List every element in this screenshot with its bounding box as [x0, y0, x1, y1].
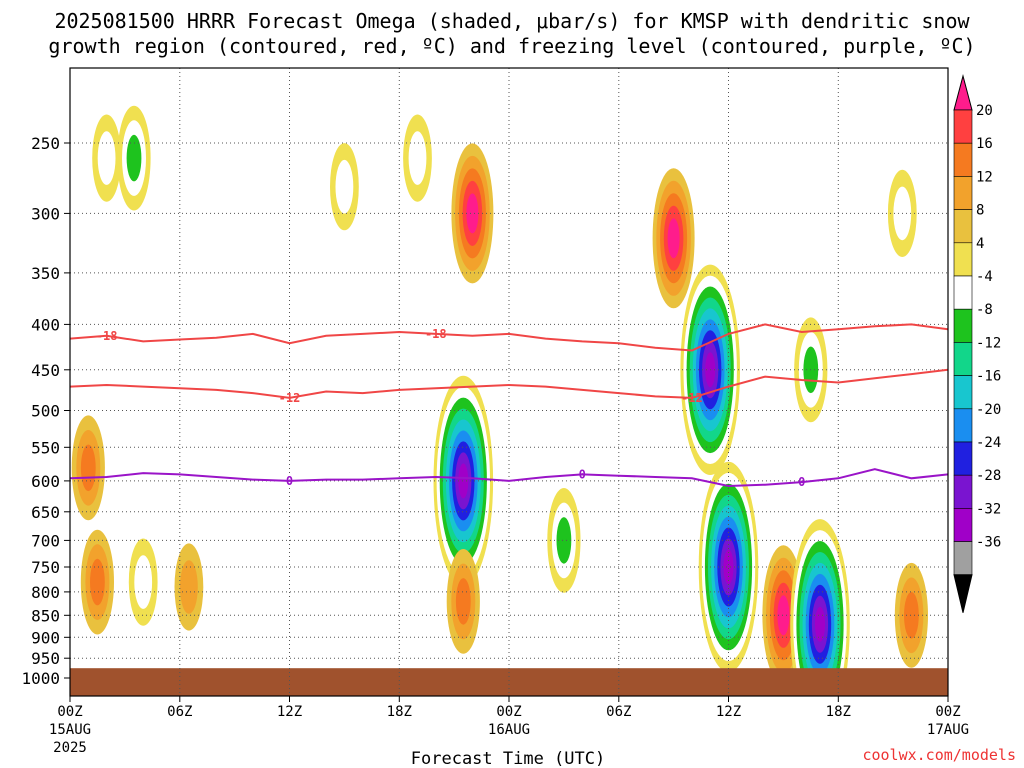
colorbar-segment — [953, 308, 973, 343]
colorbar-segment — [953, 176, 973, 210]
y-tick-label: 650 — [31, 503, 60, 522]
y-tick-label: 900 — [31, 628, 60, 647]
colorbar-segment — [953, 242, 973, 277]
x-tick-date: 16AUG — [488, 722, 530, 738]
omega-cell — [90, 558, 105, 606]
temperature-contours: -18 -18 -12 -12 0 0 0 — [70, 323, 948, 489]
colorbar-segment — [953, 375, 973, 410]
omega-cell — [180, 560, 198, 614]
colorbar-segment — [953, 142, 973, 177]
omega-cell — [80, 444, 96, 492]
chart-title-line1: 2025081500 HRRR Forecast Omega (shaded, … — [54, 9, 970, 33]
omega-cell — [408, 131, 427, 185]
x-tick-label: 06Z — [606, 704, 631, 720]
dendritic-contour-minus12-label: -12 — [681, 391, 703, 405]
colorbar-segment — [953, 474, 973, 509]
omega-cell — [466, 193, 479, 234]
omega-cell — [335, 159, 354, 214]
colorbar-label: -8 — [976, 302, 993, 318]
y-tick-label: 250 — [31, 134, 60, 153]
grid-lines — [70, 68, 948, 696]
y-tick-label: 700 — [31, 531, 60, 550]
dendritic-contour-minus18 — [70, 323, 948, 352]
y-axis-ticks: 250 300 350 400 450 500 550 600 650 700 750 800 850 9… — [21, 134, 70, 688]
colorbar-segment — [953, 408, 973, 443]
freezing-level-contour — [70, 468, 948, 488]
colorbar-segment — [953, 342, 973, 376]
y-tick-label: 400 — [31, 315, 60, 334]
colorbar-label: -24 — [976, 435, 1001, 451]
freezing-level-contour-label: 0 — [579, 467, 586, 481]
x-tick-label: 00Z — [496, 704, 521, 720]
colorbar-label: -16 — [976, 369, 1001, 385]
colorbar-segment — [953, 109, 973, 144]
freezing-level-contour-label: 0 — [286, 474, 293, 488]
dendritic-contour-minus12 — [70, 368, 948, 399]
y-tick-label: 750 — [31, 558, 60, 577]
x-tick-label: 18Z — [387, 704, 412, 720]
chart-title-line2: growth region (contoured, red, ºC) and f… — [48, 34, 975, 58]
colorbar-label: -20 — [976, 402, 1001, 418]
y-tick-label: 950 — [31, 649, 60, 668]
colorbar-segment — [953, 541, 973, 576]
colorbar-label: -32 — [976, 501, 1001, 517]
y-tick-label: 300 — [31, 204, 60, 223]
y-tick-label: 850 — [31, 606, 60, 625]
y-tick-label: 500 — [31, 402, 60, 421]
omega-cell — [667, 218, 680, 259]
x-axis-ticks: 00Z 15AUG 2025 06Z 12Z 18Z 00Z 16AUG 06Z 12Z 18Z 00… — [49, 696, 969, 756]
x-tick-year: 2025 — [53, 740, 87, 756]
omega-cell — [126, 134, 142, 182]
freezing-level-contour-label: 0 — [798, 475, 805, 489]
x-tick-date: 17AUG — [927, 722, 969, 738]
omega-cell — [134, 555, 153, 609]
omega-cell — [556, 517, 572, 564]
y-tick-label: 800 — [31, 583, 60, 602]
omega-cell — [455, 578, 471, 625]
y-tick-label: 450 — [31, 361, 60, 380]
y-tick-label: 550 — [31, 438, 60, 457]
omega-cell — [777, 595, 790, 636]
omega-cell — [815, 606, 825, 642]
colorbar: 20 16 12 8 4 -4 -8 -12 -16 -20 -24 -28 -32 -36 — [953, 74, 1001, 613]
y-tick-label: 600 — [31, 472, 60, 491]
x-tick-label: 00Z — [57, 704, 82, 720]
x-axis-label: Forecast Time (UTC) — [411, 749, 605, 768]
omega-cell — [458, 463, 469, 499]
colorbar-label: 20 — [976, 103, 993, 119]
x-tick-label: 06Z — [167, 704, 192, 720]
site-credit: coolwx.com/models — [862, 746, 1016, 764]
x-tick-label: 00Z — [935, 704, 960, 720]
omega-cell — [97, 131, 116, 185]
colorbar-label: 8 — [976, 203, 984, 219]
colorbar-label: 4 — [976, 236, 984, 252]
colorbar-label: -12 — [976, 335, 1001, 351]
omega-shading — [71, 105, 929, 696]
x-tick-label: 18Z — [826, 704, 851, 720]
x-tick-date: 15AUG — [49, 722, 91, 738]
dendritic-contour-minus18-label: -18 — [96, 329, 118, 343]
x-tick-label: 12Z — [277, 704, 302, 720]
omega-cell — [723, 549, 734, 585]
x-tick-label: 12Z — [716, 704, 741, 720]
colorbar-segment — [953, 275, 973, 310]
y-tick-label: 1000 — [21, 669, 60, 688]
colorbar-label: -28 — [976, 468, 1001, 484]
y-tick-label: 350 — [31, 264, 60, 283]
colorbar-segment — [953, 441, 973, 476]
colorbar-segment — [953, 209, 973, 244]
omega-cell — [904, 592, 919, 639]
dendritic-contour-minus12-label: -12 — [279, 391, 301, 405]
colorbar-label: 16 — [976, 136, 993, 152]
dendritic-contour-minus18-label: -18 — [425, 327, 447, 341]
colorbar-label: -4 — [976, 269, 993, 285]
colorbar-label: 12 — [976, 169, 993, 185]
colorbar-label: -36 — [976, 535, 1001, 551]
colorbar-bottom-arrow — [953, 574, 973, 613]
colorbar-segment — [953, 508, 973, 542]
